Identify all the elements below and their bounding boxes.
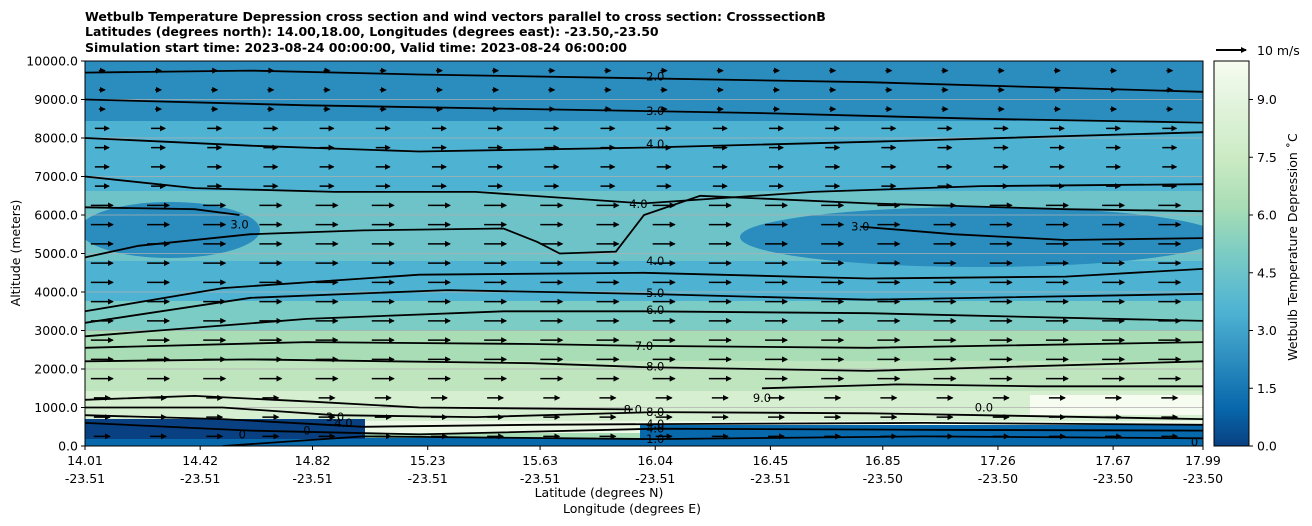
contour-label: 8.0 [646, 405, 664, 419]
colorbar-tick-label: 9.0 [1257, 92, 1277, 107]
colorbar-label: Wetbulb Temperature Depression ˚C [1285, 133, 1300, 361]
y-axis: 0.0 1000.0 2000.0 3000.0 4000.0 5000.0 6000.0 7… [26, 54, 85, 454]
contour-label: 4.0 [334, 416, 352, 430]
x-tick-label-lon: -23.51 [180, 471, 220, 486]
x-tick-label-lon: -23.50 [1183, 471, 1223, 486]
x-axis-label-longitude: Longitude (degrees E) [563, 501, 701, 516]
contour-label: 4.0 [646, 422, 664, 436]
field-pocket [740, 207, 1203, 267]
contour-label: 9.0 [753, 391, 771, 405]
contour-line [222, 435, 1203, 446]
contour-line [85, 69, 1203, 93]
y-tick-label: 7000.0 [34, 169, 78, 184]
chart-title-line-2: Latitudes (degrees north): 14.00,18.00, … [85, 24, 659, 39]
y-tick-label: 1000.0 [34, 400, 78, 415]
contour-label: 0.0 [975, 401, 993, 415]
x-tick-label-lon: -23.51 [408, 471, 448, 486]
quiver-key-label: 10 m/s [1257, 43, 1300, 58]
contour-label: 4.0 [629, 197, 647, 211]
y-tick-label: 5000.0 [34, 246, 78, 261]
contour-label: 3.0 [230, 218, 248, 232]
colorbar-tick-label: 3.0 [1257, 323, 1277, 338]
colorbar-tick-label: 0.0 [1257, 439, 1277, 454]
colorbar-tick-label: 6.0 [1257, 208, 1277, 223]
x-tick-label-lat: 15.63 [522, 453, 558, 468]
contour-label: 8.0 [646, 360, 664, 374]
contour-label: 0 [1191, 435, 1198, 449]
contour-line [761, 383, 1203, 390]
x-tick-label-lon: -23.51 [520, 471, 560, 486]
contour-label: 4.0 [646, 137, 664, 151]
y-tick-label: 2000.0 [34, 362, 78, 377]
x-tick-label-lat: 17.67 [1095, 453, 1131, 468]
x-tick-label-lon: -23.51 [635, 471, 675, 486]
x-tick-label-lat: 16.85 [865, 453, 901, 468]
x-tick-label-lat: 16.45 [753, 453, 789, 468]
y-tick-label: 9000.0 [34, 92, 78, 107]
contour-label: 1.0 [646, 432, 664, 446]
x-tick-label-lon: -23.50 [863, 471, 903, 486]
contour-line [85, 406, 1203, 420]
x-tick-label-lat: 15.23 [410, 453, 446, 468]
field-pocket [1030, 395, 1203, 415]
contour-line [85, 268, 1203, 313]
y-tick-label: 10000.0 [26, 54, 78, 69]
y-tick-label: 4000.0 [34, 285, 78, 300]
x-tick-label-lon: -23.51 [750, 471, 790, 486]
contour-label: 3.0 [646, 104, 664, 118]
contour-line [85, 98, 1203, 124]
x-tick-label-lon: -23.51 [292, 471, 332, 486]
contour-label: 0 [303, 424, 310, 438]
x-tick-label-lat: 14.82 [295, 453, 331, 468]
colorbar-frame [1213, 60, 1250, 447]
y-tick-label: 0.0 [58, 439, 78, 454]
x-tick-label-lon: -23.50 [978, 471, 1018, 486]
contour-label: 4.0 [646, 417, 664, 431]
colorbar-tick-label: 7.5 [1257, 150, 1277, 165]
colorbar-tick-label: 1.5 [1257, 381, 1277, 396]
x-tick-label-lat: 14.01 [67, 453, 103, 468]
contour-label: 2.0 [646, 69, 664, 83]
x-tick-label-lon: -23.50 [1093, 471, 1133, 486]
x-tick-label-lat: 17.26 [980, 453, 1016, 468]
y-axis-label: Altitude (meters) [8, 200, 23, 307]
field-band [85, 301, 1203, 331]
colorbar-ticks: 0.0 1.5 3.0 4.5 6.0 7.5 9.0 [1249, 92, 1277, 454]
colorbar [1214, 61, 1249, 446]
colorbar-tick-label: 4.5 [1257, 265, 1277, 280]
contour-label: 8.0 [624, 402, 642, 416]
chart-title-line-3: Simulation start time: 2023-08-24 00:00:… [85, 40, 627, 55]
contour-line [85, 131, 1203, 153]
y-tick-label: 6000.0 [34, 208, 78, 223]
y-tick-label: 3000.0 [34, 323, 78, 338]
contour-label: 5.0 [646, 286, 664, 300]
field-band [85, 121, 1203, 191]
contour-label: 7.0 [635, 339, 653, 353]
x-tick-label-lat: 14.42 [182, 453, 218, 468]
contour-label: 4.0 [646, 254, 664, 268]
x-axis-label-latitude: Latitude (degrees N) [535, 485, 664, 500]
contour-line [85, 422, 1203, 436]
x-tick-label-lon: -23.51 [65, 471, 105, 486]
field-band [85, 438, 1203, 446]
contour-line [85, 310, 1203, 338]
contour-line [85, 206, 240, 216]
wind-vectors [90, 67, 1182, 440]
contour-line [85, 194, 1203, 259]
chart-title-line-1: Wetbulb Temperature Depression cross sec… [85, 9, 826, 24]
field-band [85, 261, 1203, 301]
x-tick-label-lat: 16.04 [637, 453, 673, 468]
y-tick-label: 8000.0 [34, 131, 78, 146]
contour-label: 6.0 [646, 303, 664, 317]
contour-label: 0 [239, 427, 246, 441]
x-axis: 14.01 -23.51 14.42 -23.51 14.82 -23.51 15.23 -2… [65, 446, 1223, 486]
contour-label: 3.0 [851, 220, 869, 234]
x-tick-label-lat: 17.99 [1185, 453, 1221, 468]
contour-line [860, 225, 1203, 241]
contour-line [85, 341, 1203, 349]
